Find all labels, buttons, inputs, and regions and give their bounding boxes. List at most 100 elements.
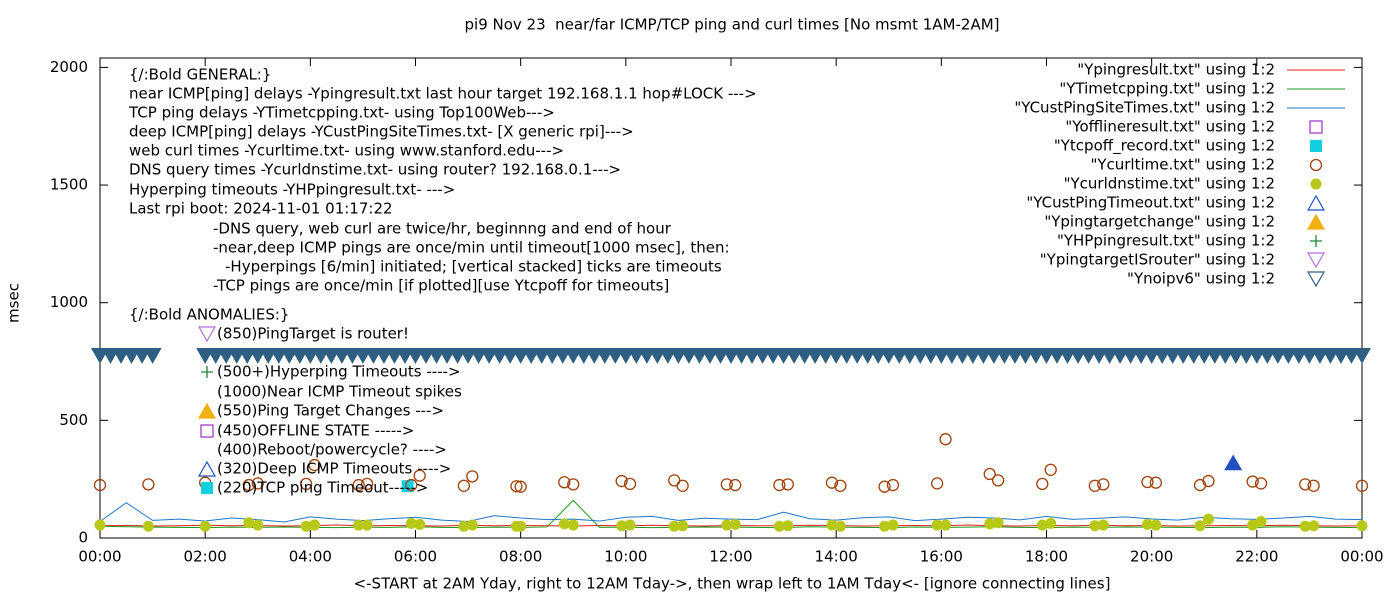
data-point (1356, 520, 1368, 532)
chart-title: pi9 Nov 23 near/far ICMP/TCP ping and cu… (465, 16, 1000, 34)
annotation: (450)OFFLINE STATE -----> (217, 422, 414, 440)
annotation: (320)Deep ICMP Timeouts ----> (217, 460, 451, 478)
annotation: (400)Reboot/powercycle? ----> (217, 441, 447, 459)
data-point (677, 520, 689, 532)
data-point (991, 474, 1005, 487)
data-point (930, 477, 944, 490)
data-point (300, 520, 312, 532)
legend-label: "YpingtargetISrouter" using 1:2 (1040, 251, 1275, 269)
data-point (1089, 520, 1101, 532)
data-point (401, 480, 414, 493)
legend-swatch (1310, 140, 1322, 152)
data-point (299, 477, 313, 491)
legend-label: "YHPpingresult.txt" using 1:2 (1057, 232, 1275, 250)
data-point (309, 519, 321, 531)
data-point (1150, 519, 1162, 531)
annotation: -near,deep ICMP pings are once/min until… (213, 239, 730, 257)
data-point (1036, 477, 1049, 491)
data-point (879, 520, 891, 532)
data-point (1141, 475, 1154, 489)
x-tick-label: 08:00 (499, 548, 542, 566)
data-point (1308, 520, 1320, 532)
x-tick-label: 14:00 (815, 548, 858, 566)
legend-swatch (1306, 213, 1326, 230)
data-point (1247, 519, 1259, 531)
data-point (834, 479, 847, 492)
legend-label: "Ycurldnstime.txt" using 1:2 (1064, 175, 1275, 193)
data-point (1307, 479, 1320, 492)
data-point (1202, 513, 1214, 525)
data-point (782, 520, 794, 532)
data-point (886, 478, 900, 492)
data-point (615, 474, 628, 488)
data-point (825, 476, 839, 489)
data-point (676, 479, 689, 492)
x-tick-label: 10:00 (604, 548, 647, 566)
data-point (558, 518, 570, 530)
annotation: (550)Ping Target Changes ---> (217, 402, 444, 420)
data-point (405, 478, 418, 492)
annotation-marker (200, 424, 214, 438)
y-tick-label: 0 (78, 529, 88, 547)
data-point (878, 480, 891, 493)
y-axis-label: msec (5, 283, 23, 323)
legend-swatch (1306, 252, 1326, 269)
data-point (887, 519, 899, 531)
data-point (983, 467, 996, 481)
data-point (721, 519, 733, 531)
data-point (353, 519, 365, 531)
legend-swatch (1306, 194, 1326, 211)
legend-swatch (1310, 235, 1322, 247)
data-point (773, 478, 786, 492)
data-point (1149, 476, 1163, 489)
data-point (514, 480, 527, 493)
data-point (984, 518, 996, 530)
annotation-marker (201, 482, 213, 494)
data-point (466, 519, 478, 531)
legend-label: "Ynoipv6" using 1:2 (1127, 270, 1275, 288)
data-point (623, 477, 637, 491)
legend-swatch (1310, 178, 1322, 190)
y-tick-label: 2000 (50, 58, 88, 76)
annotation-marker (197, 326, 217, 343)
annotation: Hyperping timeouts -YHPpingresult.txt- -… (129, 181, 455, 199)
data-point (199, 520, 211, 532)
data-point (413, 469, 426, 482)
data-point (242, 478, 255, 492)
data-point (616, 520, 628, 532)
annotation-marker (197, 402, 217, 419)
annotation: deep ICMP[ping] delays -YCustPingSiteTim… (129, 123, 634, 141)
data-point (1299, 478, 1312, 491)
x-tick-label: 22:00 (1235, 548, 1278, 566)
data-point (668, 520, 680, 532)
data-point (251, 477, 264, 490)
data-point (992, 517, 1004, 529)
data-point (781, 478, 794, 491)
data-point (466, 470, 479, 483)
data-point (1088, 479, 1102, 492)
data-point (143, 348, 162, 364)
x-tick-label: 04:00 (289, 548, 332, 566)
annotation: (850)PingTarget is router! (217, 325, 409, 343)
data-point (94, 519, 106, 531)
x-tick-label: 02:00 (184, 548, 227, 566)
y-tick-label: 1000 (50, 293, 88, 311)
data-point (458, 520, 470, 532)
x-tick-label: 16:00 (920, 548, 963, 566)
legend-label: "Ypingtargetchange" using 1:2 (1044, 213, 1275, 231)
annotation-marker (201, 366, 213, 378)
legend-label: "YTimetcpping.txt" using 1:2 (1059, 80, 1275, 98)
annotation: web curl times -Ycurltime.txt- using www… (129, 142, 564, 160)
annotation: -TCP pings are once/min [if plotted][use… (213, 277, 669, 295)
data-point (93, 478, 107, 492)
data-point (1194, 520, 1206, 532)
annotation: (1000)Near ICMP Timeout spikes (217, 383, 462, 401)
legend-label: "YCustPingTimeout.txt" using 1:2 (1026, 194, 1275, 212)
data-point (1036, 519, 1048, 531)
data-point (1202, 474, 1215, 488)
annotation: Last rpi boot: 2024-11-01 01:17:22 (129, 200, 393, 218)
data-point (939, 433, 952, 446)
data-point (142, 478, 155, 491)
data-point (515, 520, 527, 532)
data-point (567, 478, 580, 491)
